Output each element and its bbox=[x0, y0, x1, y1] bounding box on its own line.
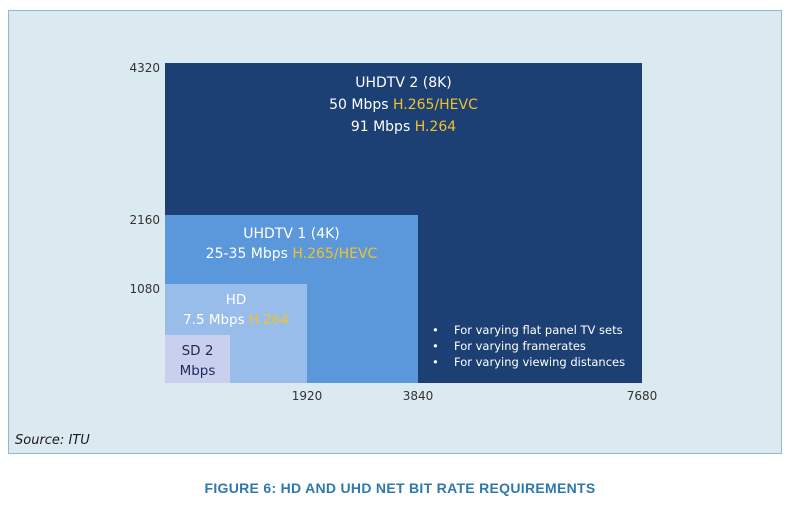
y-tick-2160: 2160 bbox=[129, 213, 160, 227]
uhdtv1-rate-value: 25-35 Mbps bbox=[205, 246, 293, 262]
uhdtv2-h264-rate: 91 Mbps H.264 bbox=[165, 116, 642, 138]
hd-label: HD 7.5 Mbps H.264 bbox=[165, 290, 307, 330]
uhdtv1-rate: 25-35 Mbps H.265/HEVC bbox=[165, 244, 418, 264]
source-note: Source: ITU bbox=[15, 433, 90, 448]
uhdtv1-label: UHDTV 1 (4K) 25-35 Mbps H.265/HEVC bbox=[165, 224, 418, 264]
uhdtv2-hevc-codec: H.265/HEVC bbox=[392, 97, 478, 113]
uhdtv1-title: UHDTV 1 (4K) bbox=[243, 226, 340, 242]
x-tick-7680: 7680 bbox=[626, 389, 658, 403]
hd-rate-value: 7.5 Mbps bbox=[183, 312, 249, 328]
sd-label: SD 2 Mbps bbox=[165, 341, 230, 381]
note-item: For varying framerates bbox=[432, 338, 625, 354]
uhdtv2-hevc-rate-value: 50 Mbps bbox=[329, 97, 393, 113]
uhdtv2-hevc-rate: 50 Mbps H.265/HEVC bbox=[165, 94, 642, 116]
sd-line2: Mbps bbox=[179, 363, 216, 379]
uhdtv2-label: UHDTV 2 (8K) 50 Mbps H.265/HEVC 91 Mbps … bbox=[165, 72, 642, 138]
sd-line1: SD 2 bbox=[181, 343, 214, 359]
y-tick-4320: 4320 bbox=[129, 61, 160, 75]
figure-caption: FIGURE 6: HD AND UHD NET BIT RATE REQUIR… bbox=[204, 480, 596, 496]
uhdtv1-codec: H.265/HEVC bbox=[292, 246, 378, 262]
hd-rate: 7.5 Mbps H.264 bbox=[165, 310, 307, 330]
x-tick-3840: 3840 bbox=[402, 389, 434, 403]
note-item: For varying flat panel TV sets bbox=[432, 322, 625, 338]
uhdtv2-h264-rate-value: 91 Mbps bbox=[350, 119, 415, 135]
notes-list: For varying flat panel TV sets For varyi… bbox=[432, 322, 625, 370]
hd-title: HD bbox=[225, 292, 247, 308]
hd-codec: H.264 bbox=[248, 312, 289, 328]
uhdtv2-h264-codec: H.264 bbox=[414, 119, 457, 135]
x-tick-1920: 1920 bbox=[291, 389, 323, 403]
note-item: For varying viewing distances bbox=[432, 354, 625, 370]
sd-block bbox=[165, 335, 230, 383]
y-tick-1080: 1080 bbox=[129, 282, 160, 296]
uhdtv2-title: UHDTV 2 (8K) bbox=[355, 75, 452, 91]
